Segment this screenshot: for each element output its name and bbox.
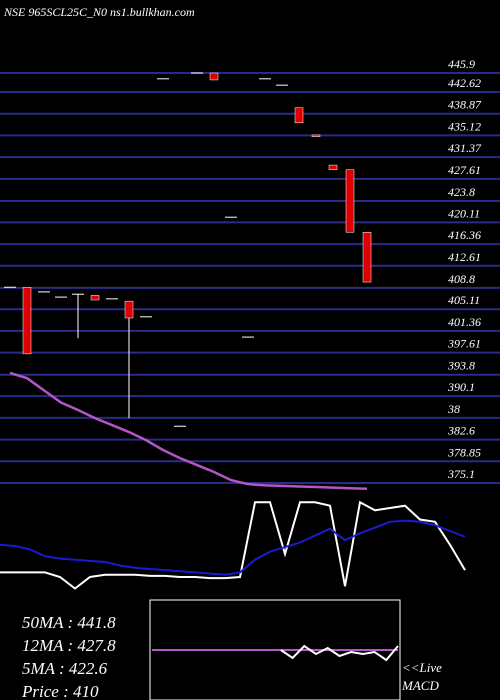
- y-tick-label: 435.12: [448, 119, 481, 133]
- y-tick-label: 375.1: [447, 467, 475, 481]
- y-tick-label: 420.11: [448, 206, 480, 220]
- macd-label: MACD: [401, 678, 439, 693]
- candle-body: [90, 295, 100, 301]
- y-tick-label: 393.8: [447, 359, 475, 373]
- y-tick-label: 442.62: [448, 76, 481, 90]
- candle-body: [362, 232, 372, 283]
- indicator-label: Price : 410: [21, 682, 99, 700]
- macd-live: <<Live: [402, 660, 442, 675]
- y-tick-label: 378.85: [447, 445, 481, 459]
- candle-body: [311, 134, 321, 137]
- y-tick-label: 438.87: [448, 98, 482, 112]
- y-tick-label: 38: [447, 402, 460, 416]
- indicator-line: [280, 644, 399, 662]
- y-tick-label: 390.1: [447, 380, 475, 394]
- indicator-label: 50MA : 441.8: [22, 613, 116, 632]
- y-tick-label: 408.8: [448, 272, 475, 286]
- y-tick-label: 401.36: [448, 315, 481, 329]
- candle-body: [328, 164, 338, 170]
- candle-body: [22, 287, 32, 355]
- candle-body: [294, 107, 304, 124]
- y-tick-label: 397.61: [447, 337, 481, 351]
- y-tick-label: 382.6: [447, 424, 475, 438]
- candle-body: [209, 72, 219, 81]
- indicator-line: [0, 519, 466, 576]
- indicator-label: 12MA : 427.8: [22, 636, 116, 655]
- candle-body: [124, 300, 134, 319]
- y-tick-label: 427.61: [448, 163, 481, 177]
- chart-title: NSE 965SCL25C_N0 ns1.bullkhan.com: [3, 5, 195, 19]
- y-tick-label: 445.9: [448, 57, 475, 71]
- y-tick-label: 405.11: [448, 293, 480, 307]
- moving-average: [9, 371, 368, 491]
- y-tick-label: 431.37: [448, 141, 482, 155]
- y-tick-label: 416.36: [448, 228, 481, 242]
- y-tick-label: 412.61: [448, 250, 481, 264]
- candle-body: [345, 169, 355, 233]
- indicator-line: [0, 500, 466, 590]
- y-tick-label: 423.8: [448, 185, 475, 199]
- indicator-label: 5MA : 422.6: [22, 659, 108, 678]
